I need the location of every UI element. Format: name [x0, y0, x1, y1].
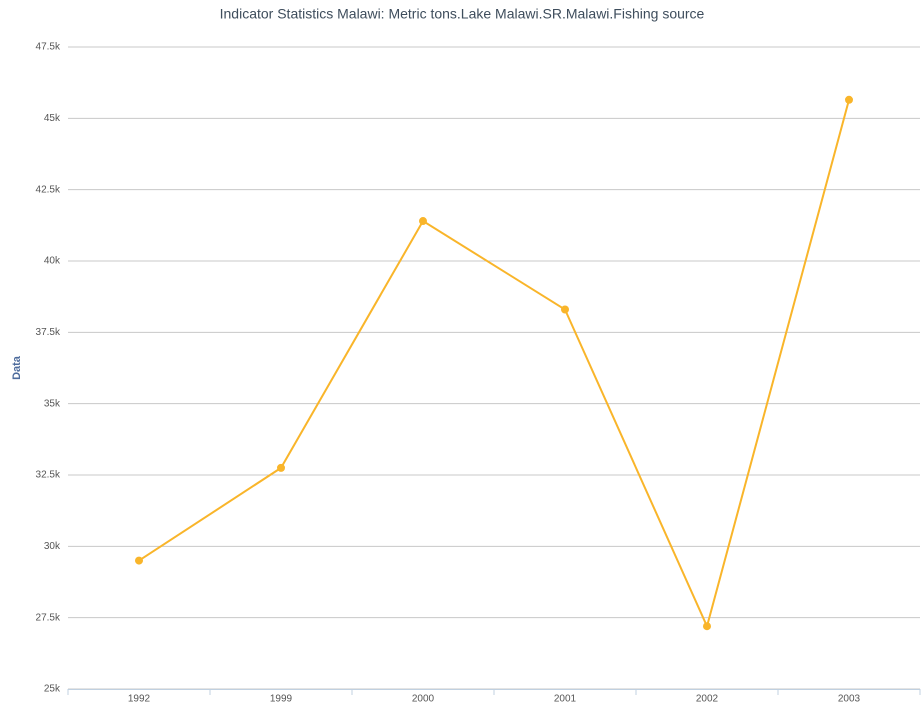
y-tick-label: 32.5k — [36, 470, 61, 481]
data-point — [135, 556, 143, 565]
data-point — [419, 217, 427, 226]
y-tick-label: 40k — [44, 256, 61, 267]
y-tick-label: 35k — [44, 398, 61, 409]
x-tick-label: 2001 — [554, 694, 577, 705]
y-tick-label: 45k — [44, 113, 61, 124]
y-tick-label: 42.5k — [36, 184, 61, 195]
data-point — [845, 95, 853, 104]
chart-title: Indicator Statistics Malawi: Metric tons… — [220, 6, 705, 22]
data-point — [703, 622, 711, 631]
y-tick-label: 27.5k — [36, 612, 61, 623]
x-tick-label: 1999 — [270, 694, 293, 705]
x-tick-label: 2003 — [838, 694, 861, 705]
data-point — [561, 305, 569, 314]
y-tick-label: 47.5k — [36, 42, 61, 53]
y-tick-label: 37.5k — [36, 327, 61, 338]
x-tick-label: 2002 — [696, 694, 719, 705]
data-point — [277, 463, 285, 472]
y-axis-label: Data — [11, 355, 23, 380]
y-tick-label: 25k — [44, 684, 61, 695]
x-tick-label: 1992 — [128, 694, 151, 705]
series-line — [138, 99, 850, 630]
y-tick-label: 30k — [44, 541, 61, 552]
x-tick-label: 2000 — [412, 694, 435, 705]
